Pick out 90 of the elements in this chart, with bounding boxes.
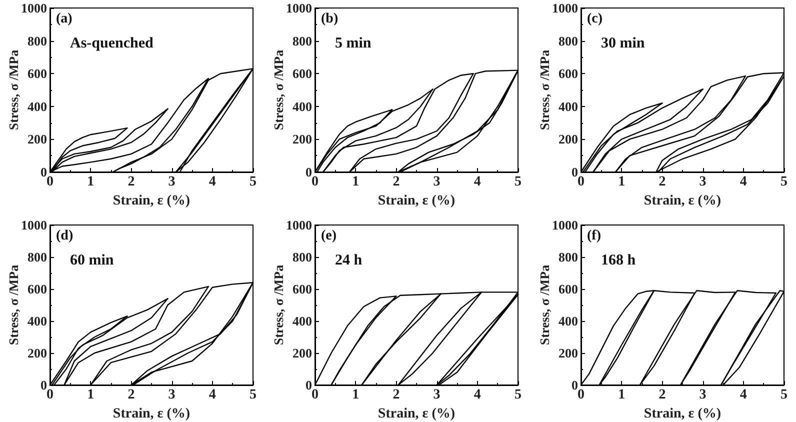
x-tick-label: 2 bbox=[658, 388, 666, 402]
x-tick-label: 5 bbox=[514, 388, 522, 402]
x-tick-label: 3 bbox=[168, 174, 176, 190]
y-axis-title: Stress, σ /MPa bbox=[271, 49, 286, 130]
y-tick-label: 1000 bbox=[21, 218, 47, 232]
y-tick-label: 800 bbox=[558, 250, 578, 264]
x-tick-label: 5 bbox=[250, 388, 256, 402]
y-tick-label: 0 bbox=[40, 164, 47, 180]
x-axis-title: Strain, ε (%) bbox=[644, 406, 722, 422]
x-axis-title: Strain, ε (%) bbox=[378, 193, 456, 208]
annotation: 24 h bbox=[335, 252, 363, 268]
annotation: 30 min bbox=[601, 36, 646, 52]
y-tick-label: 0 bbox=[306, 164, 312, 180]
x-tick-label: 3 bbox=[433, 174, 440, 190]
y-tick-label: 200 bbox=[292, 346, 312, 360]
x-tick-label: 4 bbox=[474, 388, 481, 402]
y-tick-label: 400 bbox=[28, 98, 47, 114]
y-axis-title: Stress, σ /MPa bbox=[537, 49, 552, 130]
x-axis-title: Strain, ε (%) bbox=[112, 193, 190, 208]
x-tick-label: 5 bbox=[514, 174, 522, 190]
x-tick-label: 4 bbox=[208, 174, 216, 190]
y-tick-label: 600 bbox=[292, 282, 312, 296]
x-tick-label: 3 bbox=[699, 388, 706, 402]
x-tick-label: 5 bbox=[250, 174, 256, 190]
y-tick-label: 0 bbox=[572, 378, 578, 392]
y-axis-title: Stress, σ /MPa bbox=[537, 264, 552, 346]
y-tick-label: 600 bbox=[292, 66, 312, 82]
x-axis-title: Strain, ε (%) bbox=[644, 193, 722, 208]
x-tick-label: 4 bbox=[474, 174, 481, 190]
x-tick-label: 2 bbox=[658, 174, 666, 190]
annotation: (d) bbox=[56, 228, 74, 244]
y-tick-label: 800 bbox=[558, 33, 578, 48]
annotation: 168 h bbox=[601, 252, 636, 268]
x-tick-label: 5 bbox=[780, 174, 788, 190]
y-tick-label: 600 bbox=[28, 66, 47, 82]
y-tick-label: 400 bbox=[28, 314, 47, 328]
x-axis-title: Strain, ε (%) bbox=[112, 406, 190, 422]
x-tick-label: 2 bbox=[392, 388, 400, 402]
y-tick-label: 1000 bbox=[286, 218, 312, 232]
x-tick-label: 2 bbox=[128, 174, 135, 190]
annotation: (e) bbox=[321, 228, 337, 244]
y-tick-label: 800 bbox=[28, 250, 47, 264]
annotation: 5 min bbox=[335, 36, 372, 52]
y-tick-label: 1000 bbox=[552, 218, 578, 232]
y-tick-label: 1000 bbox=[552, 0, 578, 16]
y-tick-label: 600 bbox=[28, 282, 47, 296]
x-tick-label: 1 bbox=[87, 174, 94, 190]
y-tick-label: 400 bbox=[292, 314, 312, 328]
y-axis-title: Stress, σ /MPa bbox=[271, 264, 286, 346]
y-tick-label: 0 bbox=[572, 164, 578, 180]
y-axis-title: Stress, σ /MPa bbox=[6, 49, 21, 130]
x-tick-label: 4 bbox=[740, 388, 747, 402]
y-tick-label: 0 bbox=[40, 378, 47, 392]
x-tick-label: 4 bbox=[208, 388, 216, 402]
x-tick-label: 2 bbox=[128, 388, 135, 402]
annotation: 60 min bbox=[70, 252, 114, 268]
x-tick-label: 1 bbox=[352, 388, 360, 402]
x-tick-label: 5 bbox=[780, 388, 788, 402]
x-axis-title: Strain, ε (%) bbox=[378, 406, 456, 422]
annotation: (f) bbox=[587, 228, 602, 244]
y-tick-label: 1000 bbox=[21, 0, 47, 16]
x-tick-label: 1 bbox=[618, 174, 626, 190]
annotation: (c) bbox=[587, 12, 603, 26]
y-tick-label: 0 bbox=[306, 378, 312, 392]
y-tick-label: 400 bbox=[558, 314, 578, 328]
y-tick-label: 200 bbox=[558, 346, 578, 360]
x-tick-label: 1 bbox=[87, 388, 94, 402]
x-tick-label: 3 bbox=[168, 388, 176, 402]
y-tick-label: 600 bbox=[558, 282, 578, 296]
x-tick-label: 3 bbox=[433, 388, 440, 402]
annotation: As-quenched bbox=[70, 36, 154, 52]
y-tick-label: 200 bbox=[558, 132, 578, 147]
y-tick-label: 1000 bbox=[286, 0, 312, 16]
x-tick-label: 1 bbox=[618, 388, 626, 402]
y-tick-label: 200 bbox=[28, 132, 47, 147]
x-tick-label: 3 bbox=[699, 174, 706, 190]
y-tick-label: 200 bbox=[292, 132, 312, 147]
x-tick-label: 2 bbox=[392, 174, 400, 190]
y-tick-label: 600 bbox=[558, 66, 578, 82]
annotation: (a) bbox=[56, 12, 73, 26]
y-tick-label: 800 bbox=[292, 33, 312, 48]
x-tick-label: 1 bbox=[352, 174, 360, 190]
annotation: (b) bbox=[321, 12, 338, 26]
y-axis-title: Stress, σ /MPa bbox=[6, 264, 21, 346]
x-tick-label: 4 bbox=[740, 174, 747, 190]
y-tick-label: 400 bbox=[558, 98, 578, 114]
y-tick-label: 800 bbox=[28, 33, 47, 48]
y-tick-label: 200 bbox=[28, 346, 47, 360]
y-tick-label: 400 bbox=[292, 98, 312, 114]
y-tick-label: 800 bbox=[292, 250, 312, 264]
